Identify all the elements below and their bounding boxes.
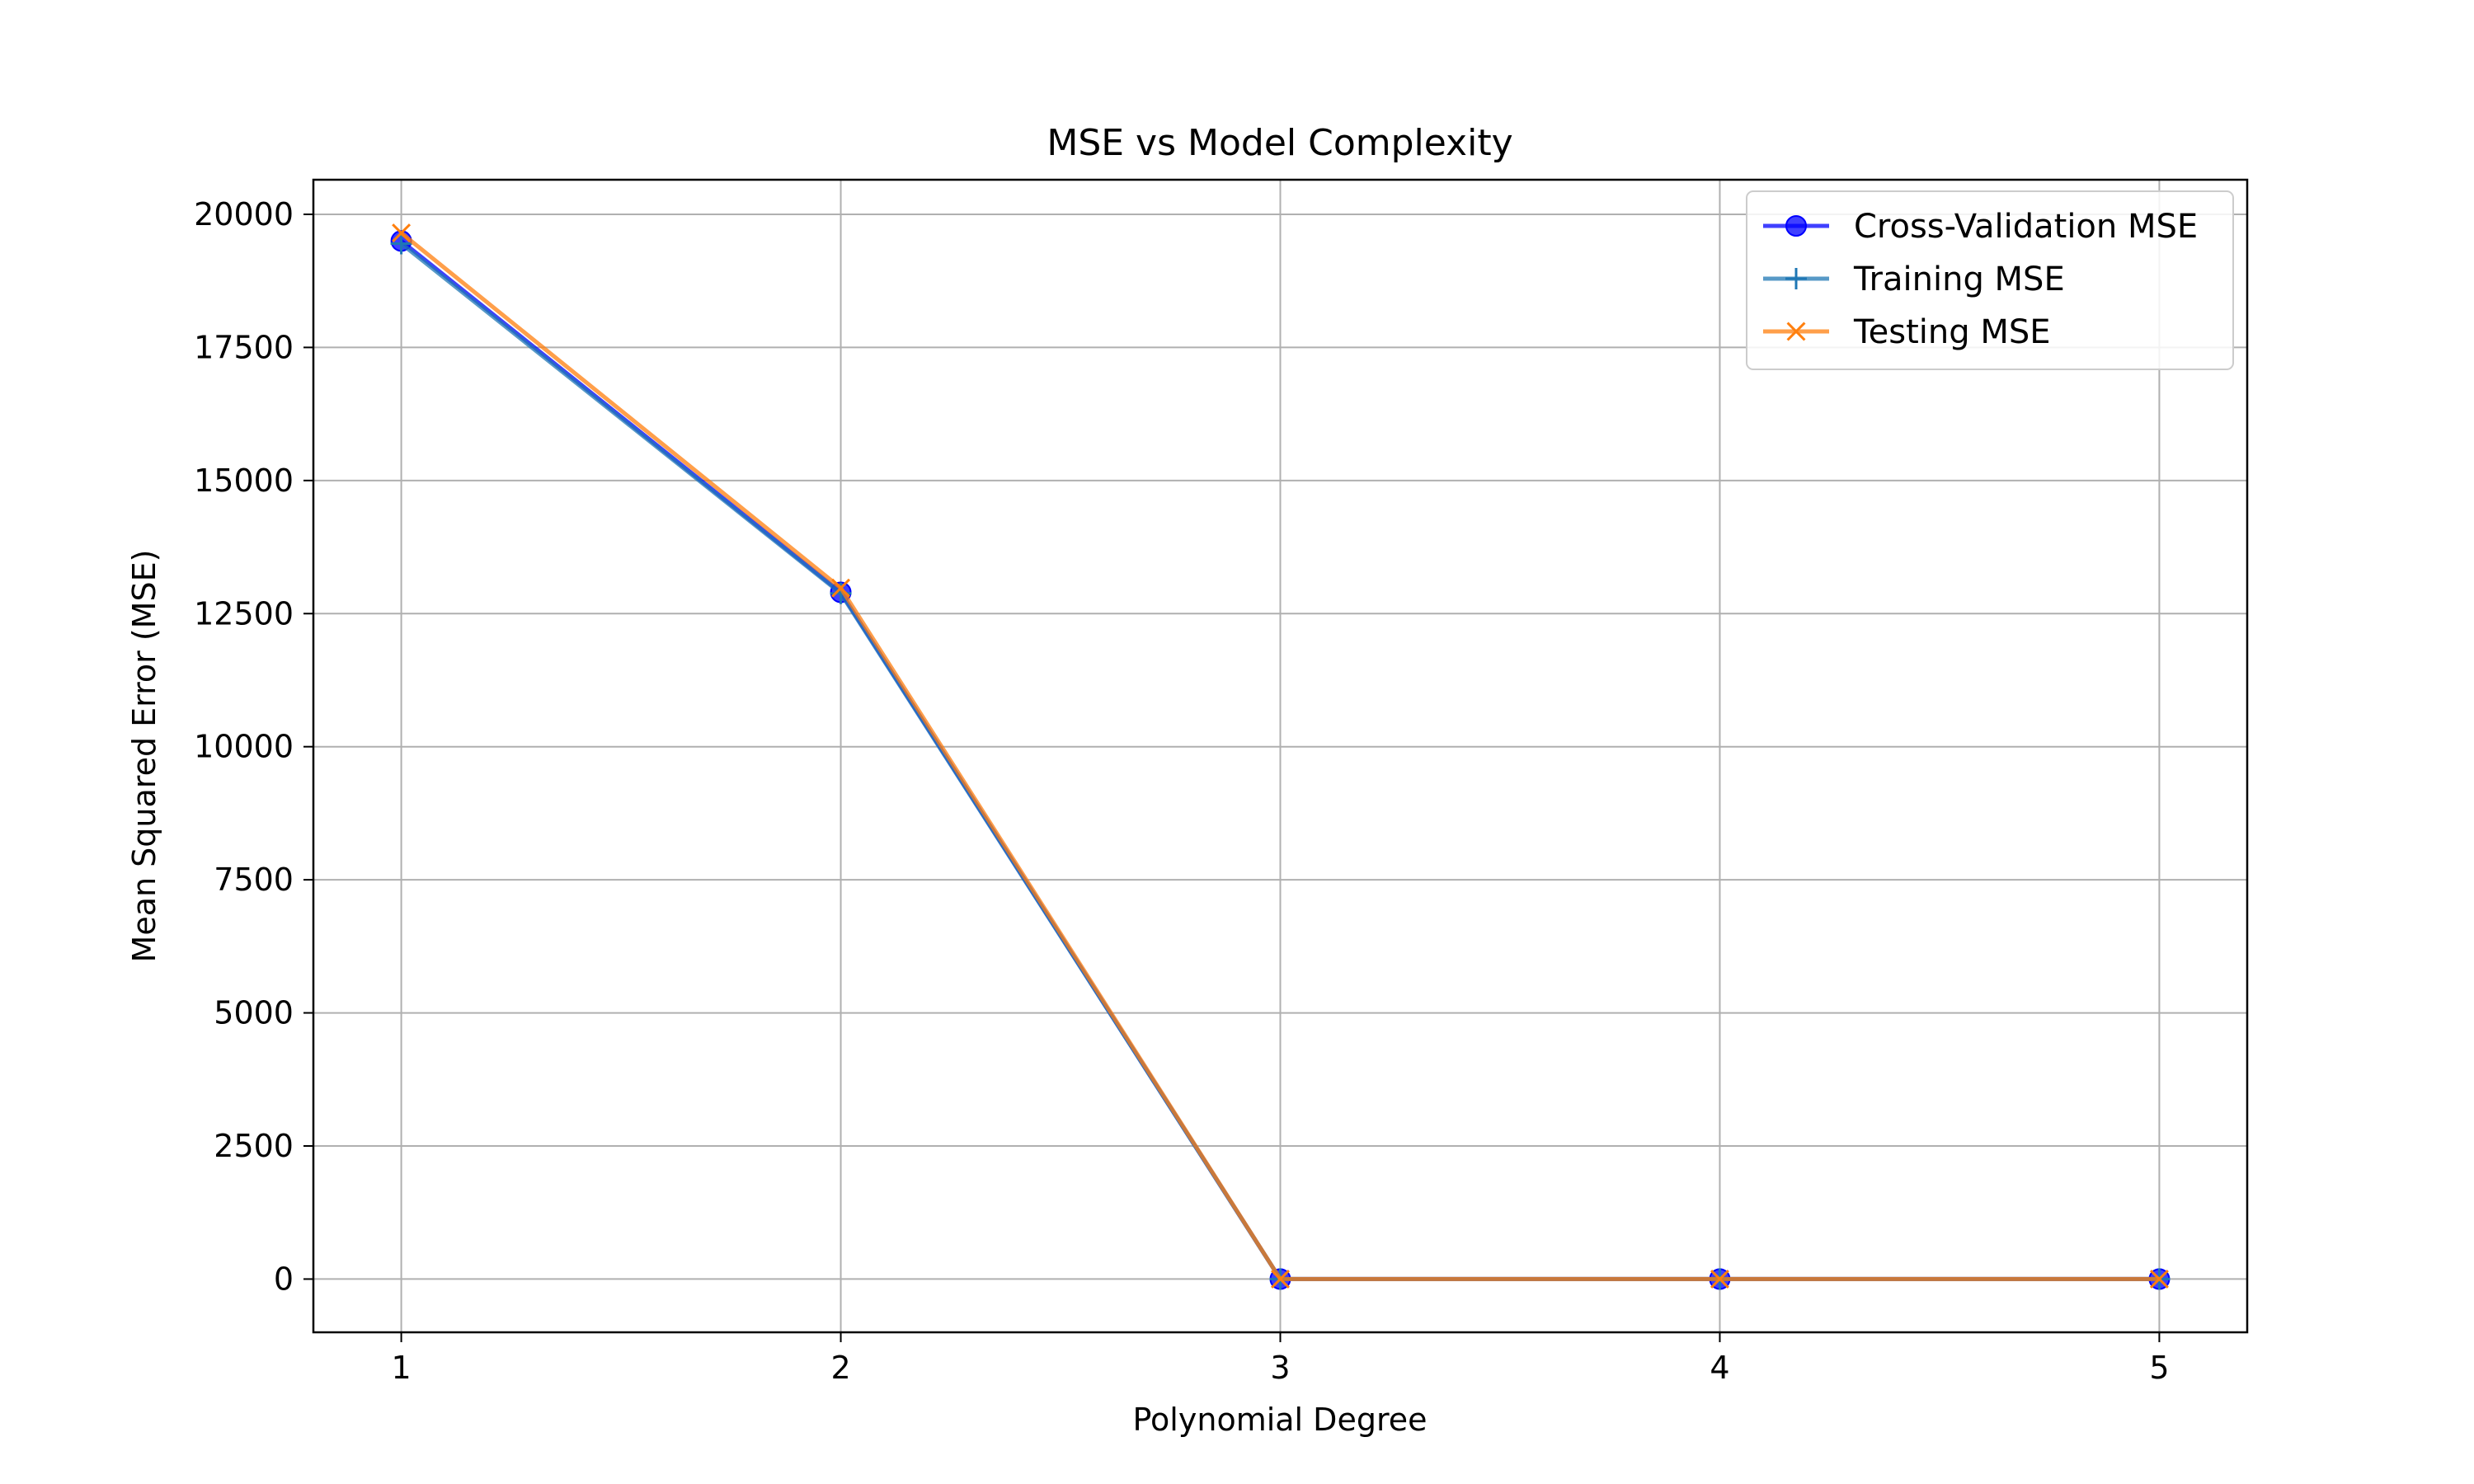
legend-marker	[1785, 268, 1807, 289]
legend-marker-b	[1786, 322, 1806, 341]
y-tick-label: 12500	[194, 595, 294, 632]
x-tick-label: 3	[1270, 1350, 1290, 1386]
data-point	[390, 232, 412, 255]
data-point	[1710, 1269, 1729, 1289]
y-tick-label: 0	[274, 1261, 294, 1297]
data-point-b	[831, 578, 851, 598]
y-tick-label: 20000	[194, 196, 294, 232]
y-tick-label: 7500	[214, 862, 294, 898]
legend-item: Testing MSE	[1763, 313, 2051, 351]
grid	[313, 180, 2247, 1332]
data-point	[1271, 1269, 1290, 1289]
legend-item: Cross-Validation MSE	[1763, 208, 2198, 246]
data-point-b	[1271, 1269, 1290, 1289]
x-tick-label: 2	[830, 1350, 850, 1386]
chart-title: MSE vs Model Complexity	[1047, 122, 1512, 164]
ticks: 1 2 3 4 5 0 2500 5000 7500 10000 12500 15000 17500 20…	[194, 196, 2169, 1386]
data-point-b	[2149, 1269, 2169, 1289]
x-axis-label: Polynomial Degree	[1133, 1402, 1427, 1438]
y-tick-label: 5000	[214, 995, 294, 1031]
x-tick-label: 1	[391, 1350, 411, 1386]
y-tick-label: 10000	[194, 729, 294, 765]
legend-label: Testing MSE	[1853, 313, 2051, 351]
data-point-b	[392, 223, 412, 243]
y-axis-label: Mean Squared Error (MSE)	[126, 550, 162, 963]
legend-box	[1746, 190, 2234, 370]
data-point	[2149, 1269, 2169, 1289]
y-tick-label: 17500	[194, 329, 294, 365]
series-3	[392, 223, 2169, 1289]
legend-marker	[1786, 322, 1806, 341]
y-tick-label: 15000	[194, 463, 294, 499]
legend-label: Cross-Validation MSE	[1854, 208, 2198, 246]
data-point	[392, 223, 412, 243]
series-layer	[390, 223, 2171, 1290]
data-point-b	[1710, 1269, 1729, 1289]
legend: Cross-Validation MSE Training MSE Testing …	[1746, 190, 2234, 370]
legend-label: Training MSE	[1853, 261, 2065, 298]
legend-marker	[1785, 215, 1807, 237]
legend-item: Training MSE	[1763, 261, 2065, 298]
data-point	[831, 578, 851, 598]
x-tick-label: 5	[2149, 1350, 2169, 1386]
x-tick-label: 4	[1710, 1350, 1729, 1386]
y-tick-label: 2500	[214, 1128, 294, 1164]
